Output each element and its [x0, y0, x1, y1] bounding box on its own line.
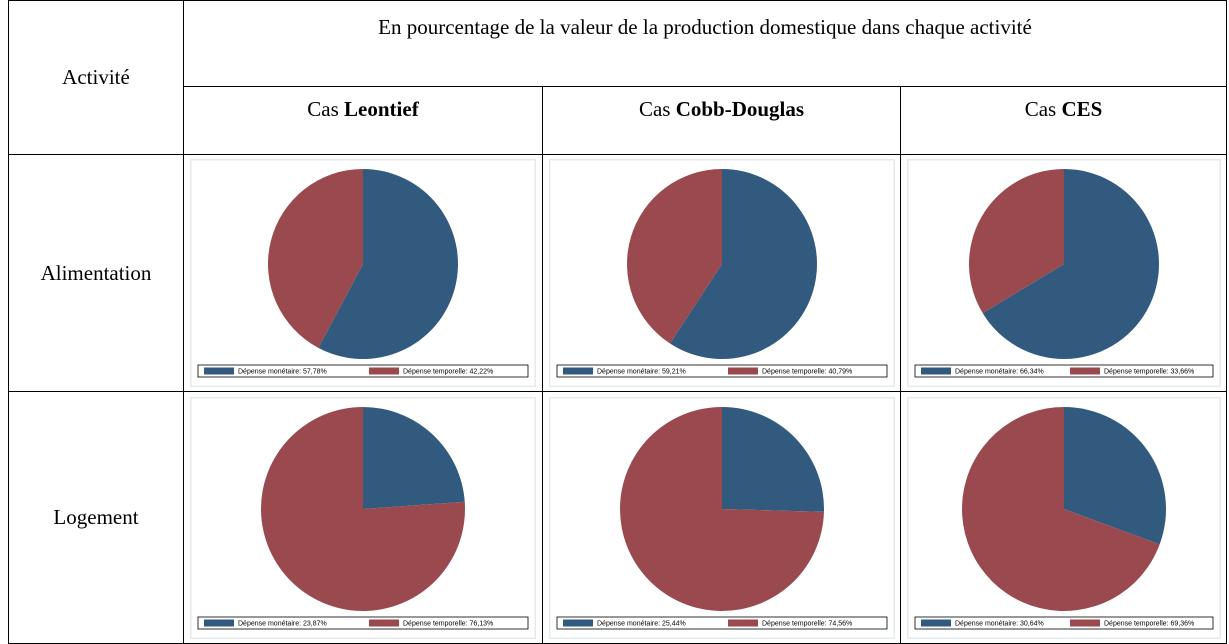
pie-chart: Dépense monétaire: 23,87% Dépense tempore…: [190, 396, 536, 639]
legend-swatch: [920, 367, 951, 375]
legend-swatch: [204, 367, 234, 375]
chart-cell: Dépense monétaire: 30,64% Dépense tempore…: [900, 391, 1227, 644]
pie-slice: [619, 406, 824, 611]
page: Activité En pourcentage de la valeur de …: [8, 0, 1227, 644]
chart-cell: Dépense monétaire: 57,78% Dépense tempore…: [183, 154, 543, 392]
legend-label: Dépense monétaire: 59,21%: [597, 368, 686, 375]
pie-chart: Dépense monétaire: 30,64% Dépense tempore…: [906, 396, 1221, 639]
chart-cell: Dépense monétaire: 25,44% Dépense tempore…: [542, 391, 901, 644]
pie-chart: Dépense monétaire: 57,78% Dépense tempore…: [190, 159, 536, 387]
pie-slice: [721, 406, 824, 512]
pie-slice: [260, 406, 465, 611]
legend-label: Dépense temporelle: 74,56%: [762, 620, 852, 627]
legend-box: [914, 364, 1213, 378]
pie-slice: [982, 169, 1159, 359]
pie-chart: Dépense monétaire: 59,21% Dépense tempore…: [548, 159, 895, 387]
chart-cell: Dépense monétaire: 59,21% Dépense tempore…: [542, 154, 901, 392]
chart-cell: Dépense monétaire: 23,87% Dépense tempore…: [183, 391, 543, 644]
legend-label: Dépense temporelle: 76,13%: [403, 620, 493, 627]
case-name: Cobb-Douglas: [675, 97, 805, 121]
legend-label: Dépense monétaire: 25,44%: [597, 620, 686, 627]
pie-slice: [318, 169, 458, 359]
pie-slice: [626, 169, 722, 344]
span-header: En pourcentage de la valeur de la produc…: [183, 0, 1227, 87]
legend-swatch: [920, 619, 951, 626]
case-prefix: Cas: [1024, 97, 1057, 121]
legend-label: Dépense temporelle: 40,79%: [762, 368, 852, 375]
pie-slice: [363, 406, 465, 509]
activity-header: Activité: [8, 0, 184, 155]
case-header: Cas CES: [900, 86, 1227, 155]
case-name: Leontief: [344, 97, 419, 121]
legend-swatch: [369, 367, 399, 375]
legend-swatch: [562, 367, 593, 375]
pie-slice: [267, 169, 363, 348]
legend-label: Dépense temporelle: 33,66%: [1104, 368, 1194, 375]
case-header: Cas Cobb-Douglas: [542, 86, 901, 155]
row-label: Logement: [8, 391, 184, 644]
pie-slice: [669, 169, 817, 359]
legend-label: Dépense temporelle: 42,22%: [403, 368, 493, 375]
pie-slice: [961, 406, 1160, 611]
case-prefix: Cas: [307, 97, 339, 121]
legend-swatch: [727, 367, 758, 375]
legend-box: [197, 364, 529, 378]
case-prefix: Cas: [638, 97, 671, 121]
legend-label: Dépense monétaire: 66,34%: [955, 368, 1044, 375]
case-header: Cas Leontief: [183, 86, 543, 155]
row-label: Alimentation: [8, 154, 184, 392]
chart-cell: Dépense monétaire: 66,34% Dépense tempore…: [900, 154, 1227, 392]
legend-label: Dépense temporelle: 69,36%: [1104, 620, 1194, 627]
case-name: CES: [1061, 97, 1103, 121]
legend-box: [556, 364, 887, 378]
table: Activité En pourcentage de la valeur de …: [8, 0, 1227, 644]
pie-chart: Dépense monétaire: 66,34% Dépense tempore…: [906, 159, 1221, 387]
legend-swatch: [1069, 619, 1100, 626]
legend-swatch: [204, 619, 234, 626]
pie-slice: [1063, 406, 1166, 544]
legend-label: Dépense monétaire: 57,78%: [238, 368, 327, 375]
legend-swatch: [369, 619, 399, 626]
pie-chart: Dépense monétaire: 25,44% Dépense tempore…: [548, 396, 895, 639]
legend-label: Dépense monétaire: 23,87%: [238, 620, 327, 627]
legend-swatch: [1069, 367, 1100, 375]
legend-label: Dépense monétaire: 30,64%: [955, 620, 1044, 627]
legend-swatch: [727, 619, 758, 626]
pie-slice: [968, 169, 1064, 314]
legend-swatch: [562, 619, 593, 626]
